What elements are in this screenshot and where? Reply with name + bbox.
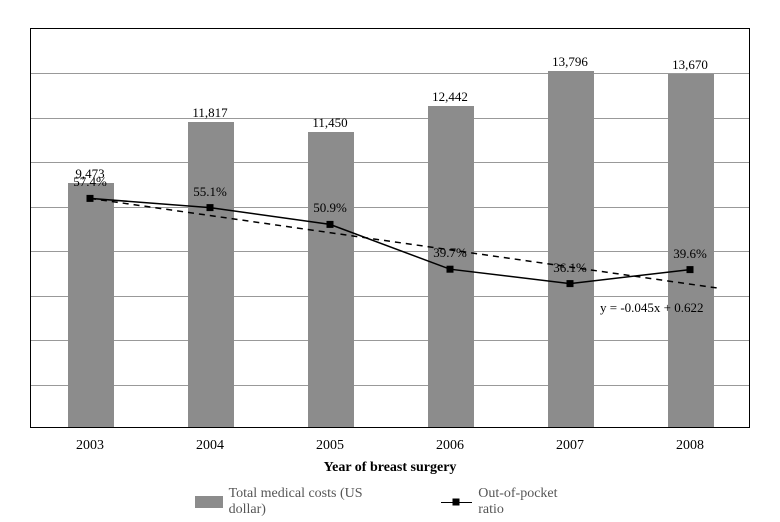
grid-line bbox=[31, 340, 749, 341]
bar bbox=[428, 106, 474, 427]
line-value-label: 39.7% bbox=[433, 245, 467, 261]
grid-line bbox=[31, 251, 749, 252]
line-value-label: 36.1% bbox=[553, 260, 587, 276]
x-tick-label: 2003 bbox=[76, 438, 104, 454]
trendline-equation: y = -0.045x + 0.622 bbox=[600, 300, 704, 316]
legend-item: Out-of-pocket ratio bbox=[441, 486, 585, 518]
bar bbox=[188, 122, 234, 427]
grid-line bbox=[31, 207, 749, 208]
bar bbox=[68, 183, 114, 427]
bar bbox=[308, 132, 354, 427]
x-tick-label: 2007 bbox=[556, 438, 584, 454]
bar-value-label: 11,450 bbox=[312, 115, 347, 131]
legend-label: Total medical costs (US dollar) bbox=[229, 486, 401, 518]
grid-line bbox=[31, 296, 749, 297]
grid-line bbox=[31, 162, 749, 163]
line-value-label: 50.9% bbox=[313, 200, 347, 216]
bar-value-label: 13,796 bbox=[552, 54, 588, 70]
bar-value-label: 11,817 bbox=[192, 105, 227, 121]
line-value-label: 39.6% bbox=[673, 246, 707, 262]
legend-item: Total medical costs (US dollar) bbox=[195, 486, 401, 518]
grid-line bbox=[31, 385, 749, 386]
x-tick-label: 2004 bbox=[196, 438, 224, 454]
legend-label: Out-of-pocket ratio bbox=[478, 486, 585, 518]
line-value-label: 55.1% bbox=[193, 184, 227, 200]
legend-swatch-line bbox=[441, 495, 473, 509]
bar-value-label: 12,442 bbox=[432, 89, 468, 105]
grid-line bbox=[31, 73, 749, 74]
x-tick-label: 2006 bbox=[436, 438, 464, 454]
x-tick-label: 2008 bbox=[676, 438, 704, 454]
legend: Total medical costs (US dollar) Out-of-po… bbox=[195, 486, 585, 518]
line-value-label: 57.4% bbox=[73, 174, 107, 190]
bar bbox=[548, 71, 594, 427]
plot-area bbox=[30, 28, 750, 428]
x-axis-title: Year of breast surgery bbox=[324, 460, 457, 476]
legend-swatch-bar bbox=[195, 496, 223, 508]
x-tick-label: 2005 bbox=[316, 438, 344, 454]
bar-value-label: 13,670 bbox=[672, 57, 708, 73]
grid-line bbox=[31, 118, 749, 119]
combo-chart: 9,47311,81711,45012,44213,79613,67020032… bbox=[0, 0, 780, 522]
